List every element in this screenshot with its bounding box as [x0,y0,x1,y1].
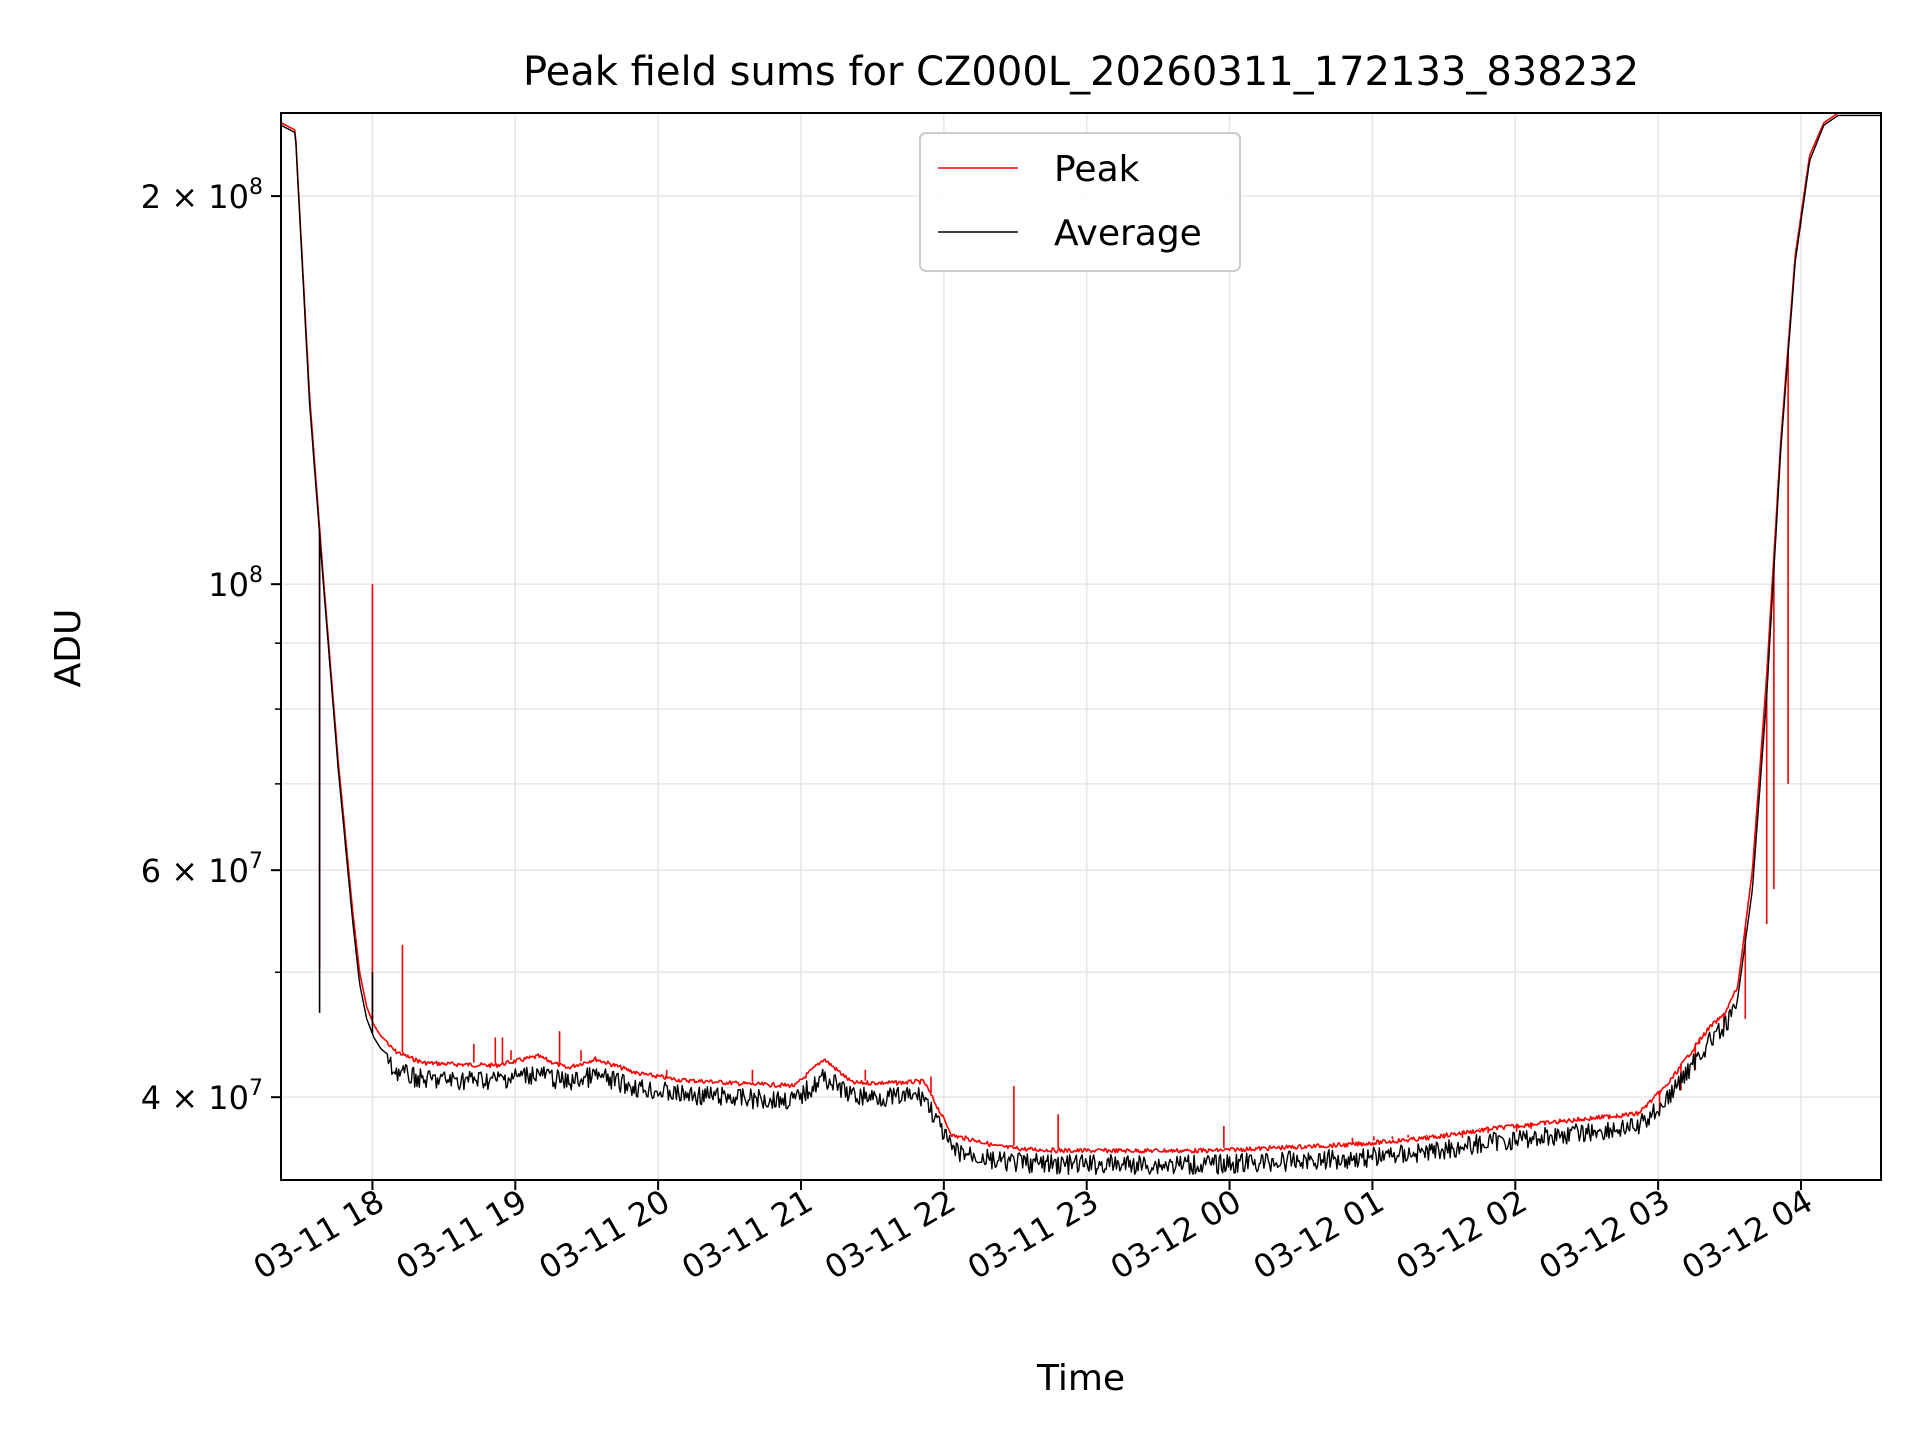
y-tick-base: 2 × 10 [141,178,249,216]
y-tick-label: 4 × 107 [141,1076,263,1117]
x-axis-label: Time [1036,1358,1125,1399]
legend-average-label: Average [1054,213,1202,254]
series-average [280,114,1881,1176]
chart-title: Peak field sums for CZ000L_20260311_1721… [523,49,1639,95]
y-tick-exponent: 8 [249,563,263,588]
series-layer [280,112,1881,1176]
y-tick-label: 6 × 107 [141,849,263,890]
series-line-peak [280,112,1881,1154]
y-axis-label: ADU [48,609,89,688]
y-tick-label: 2 × 108 [141,175,263,216]
y-tick-base: 10 [208,566,249,604]
legend-peak-label: Peak [1054,149,1140,190]
series-line-average [280,114,1881,1176]
y-tick-base: 4 × 10 [141,1079,249,1117]
plot-area-frame [280,112,1882,1181]
y-tick-base: 6 × 10 [141,852,249,890]
y-tick-exponent: 8 [249,175,263,200]
y-tick-exponent: 7 [249,849,263,874]
legend: Peak Average [919,132,1241,272]
y-tick-label: 108 [208,563,263,604]
y-tick-exponent: 7 [249,1076,263,1101]
